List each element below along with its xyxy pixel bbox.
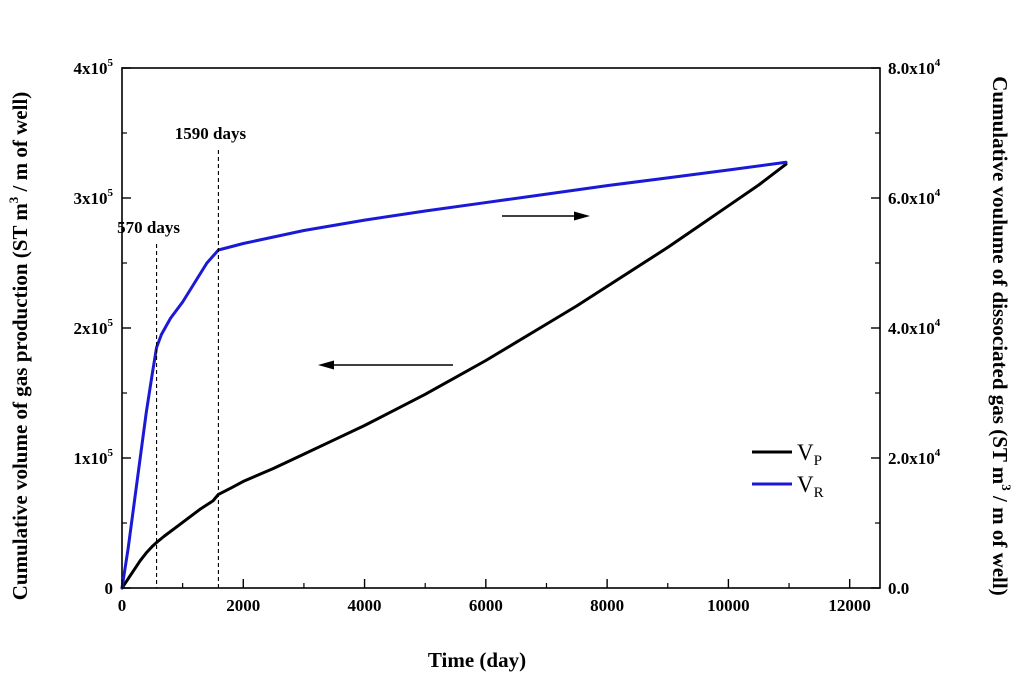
data-point-VP-27 <box>636 265 639 269</box>
data-point-VP-13 <box>229 486 233 490</box>
legend-label-VP: VP <box>797 440 822 469</box>
data-point-VP-26 <box>605 285 609 288</box>
x-tick-label-5: 10000 <box>707 596 750 615</box>
data-point-VR-2 <box>132 502 136 505</box>
data-point-VR-4 <box>145 411 148 414</box>
data-point-VP-11 <box>211 499 215 503</box>
data-point-VP-2 <box>132 568 136 571</box>
data-point-VP-30 <box>727 204 730 207</box>
series-line-VP <box>120 162 788 590</box>
y-right-tick-label-2: 4.0x104 <box>888 317 941 338</box>
data-point-VP-4 <box>145 551 148 555</box>
data-point-VR-8 <box>169 317 172 320</box>
data-point-VR-13 <box>242 242 245 245</box>
y-left-tick-label-0: 0 <box>105 579 114 598</box>
data-point-VP-31 <box>757 183 760 187</box>
data-point-VP-7 <box>163 534 166 538</box>
series-line-VR <box>120 160 788 590</box>
data-point-VP-10 <box>199 507 203 510</box>
y-left-tick-label-2: 2x105 <box>74 317 114 338</box>
data-point-VP-5 <box>151 545 154 548</box>
data-point-VR-1 <box>126 547 130 551</box>
x-tick-label-3: 6000 <box>469 596 503 615</box>
data-point-VR-21 <box>727 168 730 172</box>
arrow-head-1 <box>574 211 590 221</box>
y-right-tick-label-0: 0.0 <box>888 579 909 598</box>
data-point-VP-14 <box>242 480 245 483</box>
x-tick-label-4: 8000 <box>590 596 624 615</box>
data-point-VP-20 <box>424 393 427 396</box>
data-point-VP-6 <box>155 541 158 544</box>
data-point-VP-16 <box>302 452 306 456</box>
data-point-VR-9 <box>181 300 184 304</box>
y-left-axis-title: Cumulative volume of gas production (ST … <box>6 92 32 601</box>
y-right-tick-label-1: 2.0x104 <box>888 447 941 468</box>
data-point-VR-3 <box>138 456 142 460</box>
plot-frame <box>121 67 881 589</box>
x-tick-label-2: 4000 <box>348 596 382 615</box>
legend-label-VR: VR <box>797 472 824 501</box>
data-point-VP-24 <box>545 322 548 326</box>
x-tick-label-0: 0 <box>118 596 127 615</box>
data-point-VP-8 <box>175 525 178 529</box>
data-point-VR-22 <box>784 161 788 164</box>
y-right-tick-label-3: 6.0x104 <box>888 187 941 208</box>
data-point-VR-10 <box>193 281 196 284</box>
data-point-VP-28 <box>666 246 669 249</box>
data-point-VP-9 <box>187 516 190 519</box>
x-tick-label-1: 2000 <box>226 596 260 615</box>
arrow-head-0 <box>318 360 334 370</box>
x-tick-label-6: 12000 <box>828 596 871 615</box>
data-point-VR-17 <box>484 201 488 204</box>
data-point-VP-1 <box>126 577 130 581</box>
vline-label-1: 1590 days <box>175 124 247 143</box>
data-point-VR-7 <box>160 333 163 336</box>
data-point-VP-25 <box>575 304 578 308</box>
data-point-VR-19 <box>605 184 609 187</box>
y-left-tick-label-4: 4x105 <box>74 57 114 78</box>
data-point-VR-14 <box>302 229 306 232</box>
y-right-tick-label-4: 8.0x104 <box>888 57 941 78</box>
data-point-VR-5 <box>151 372 154 375</box>
data-point-VR-6 <box>155 346 158 349</box>
data-point-VR-18 <box>545 192 548 196</box>
data-point-VR-16 <box>424 209 427 213</box>
data-point-VP-22 <box>484 359 488 362</box>
data-point-VP-17 <box>333 438 336 441</box>
data-point-VP-3 <box>138 559 142 562</box>
data-point-VP-23 <box>514 341 518 344</box>
data-point-VP-29 <box>696 225 700 228</box>
data-point-VR-20 <box>666 176 669 180</box>
data-point-VP-15 <box>272 467 275 470</box>
data-point-VP-19 <box>393 408 397 412</box>
data-point-VR-15 <box>363 218 366 222</box>
vline-label-0: 570 days <box>117 218 180 237</box>
y-left-tick-label-3: 3x105 <box>74 187 114 208</box>
y-left-tick-label-1: 1x105 <box>74 447 114 468</box>
data-point-VP-21 <box>454 376 457 379</box>
x-axis-title: Time (day) <box>428 648 526 672</box>
y-right-axis-title: Cumulative voulume of dissociated gas (S… <box>988 76 1014 595</box>
data-point-VR-11 <box>205 261 209 265</box>
data-point-VP-18 <box>363 424 366 427</box>
